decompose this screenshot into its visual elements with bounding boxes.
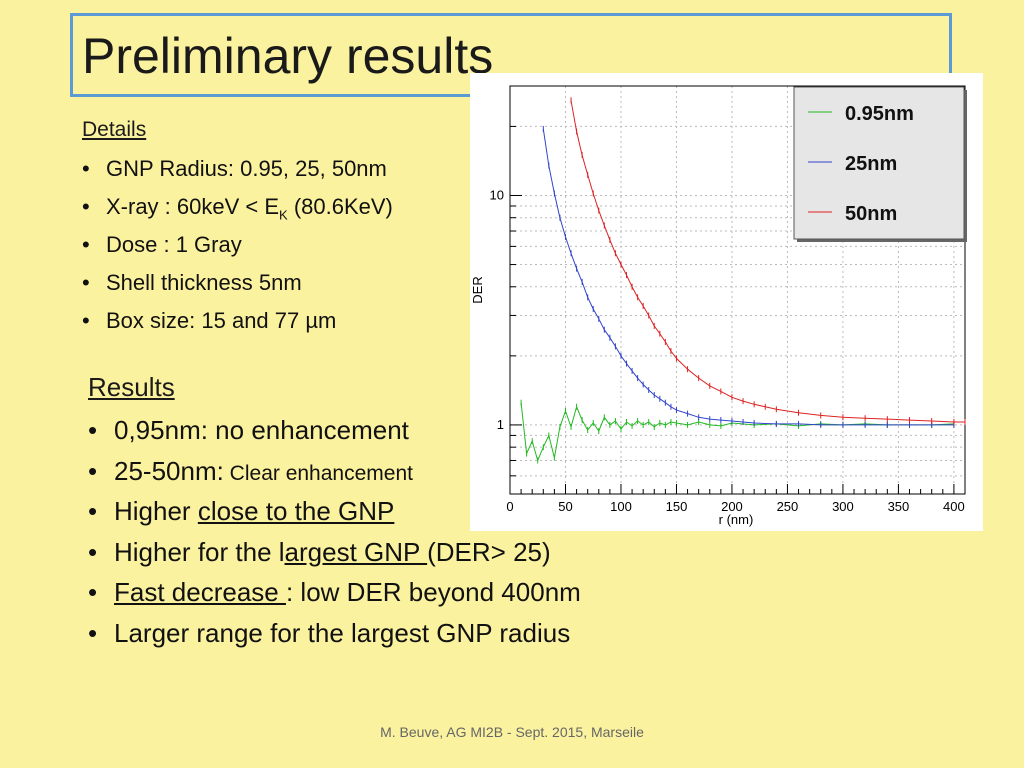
results-text-after: (DER> 25) (427, 537, 551, 567)
y-axis-label: DER (470, 276, 485, 303)
results-text: Higher for the l (114, 537, 285, 567)
legend-label: 25nm (845, 153, 897, 175)
results-text: 25-50nm: (114, 456, 224, 486)
slide-footer: M. Beuve, AG MI2B - Sept. 2015, Marseile (0, 724, 1024, 740)
x-axis-label: r (nm) (719, 512, 754, 527)
x-tick-label: 0 (506, 499, 513, 514)
chart-legend: 0.95nm 25nm 50nm (794, 87, 967, 242)
x-tick-label: 250 (777, 499, 799, 514)
x-tick-label: 400 (943, 499, 965, 514)
x-tick-label: 350 (888, 499, 910, 514)
x-tick-label: 300 (832, 499, 854, 514)
details-item-radius: GNP Radius: 0.95, 25, 50nm (82, 150, 393, 188)
xray-subscript: K (279, 207, 288, 222)
details-item-xray: X-ray : 60keV < EK (80.6KeV) (82, 188, 393, 226)
results-text-after: : low DER beyond 400nm (286, 577, 581, 607)
details-list: GNP Radius: 0.95, 25, 50nm X-ray : 60keV… (82, 150, 393, 340)
y-tick-label: 10 (490, 187, 504, 202)
results-small-text: Clear enhancement (224, 462, 413, 485)
x-tick-label: 50 (558, 499, 572, 514)
results-underlined-text: argest GNP (285, 537, 428, 567)
results-item-fast-decrease: Fast decrease : low DER beyond 400nm (88, 572, 581, 613)
xray-text: X-ray : 60keV < E (106, 194, 279, 219)
results-underlined-text: Fast decrease (114, 577, 286, 607)
y-tick-label: 1 (497, 417, 504, 432)
details-item-dose: Dose : 1 Gray (82, 226, 393, 264)
results-text: Higher (114, 496, 198, 526)
details-item-shell: Shell thickness 5nm (82, 264, 393, 302)
legend-label: 50nm (845, 203, 897, 225)
page-title: Preliminary results (82, 20, 493, 92)
results-underlined-text: close to the GNP (198, 496, 395, 526)
x-tick-label: 150 (666, 499, 688, 514)
results-item-largest-gnp: Higher for the largest GNP (DER> 25) (88, 532, 581, 573)
legend-label: 0.95nm (845, 103, 914, 125)
details-item-box: Box size: 15 and 77 µm (82, 302, 393, 340)
x-tick-label: 100 (610, 499, 632, 514)
chart-panel: 0 50 100 150 200 250 300 350 400 1 10 r (nm) DER 0… (470, 73, 983, 531)
series-line-0 (521, 403, 954, 461)
results-heading: Results (88, 372, 175, 403)
details-heading: Details (82, 118, 146, 142)
xray-text-after: (80.6KeV) (288, 194, 393, 219)
results-item-larger-range: Larger range for the largest GNP radius (88, 613, 581, 654)
